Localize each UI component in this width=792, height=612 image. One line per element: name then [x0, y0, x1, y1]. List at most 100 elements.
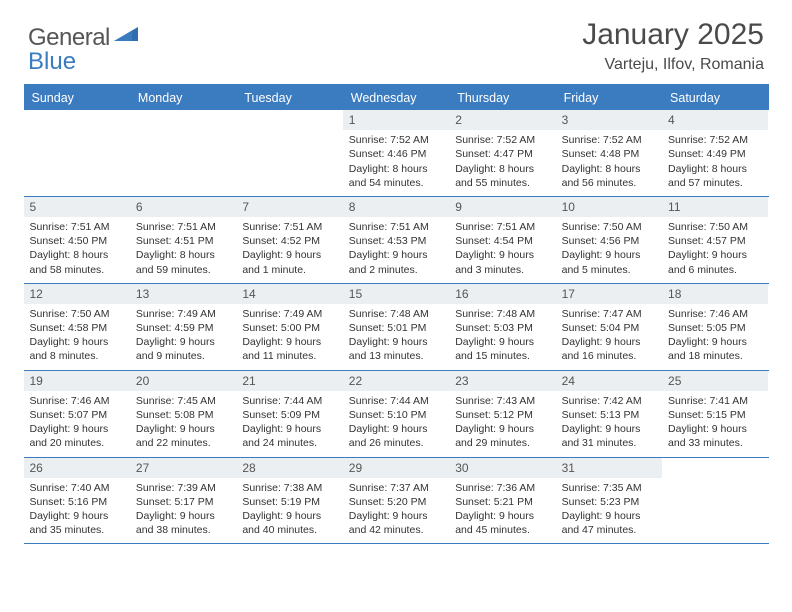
daylight-line: Daylight: 9 hours and 6 minutes. — [668, 248, 762, 276]
day-number: 16 — [449, 284, 555, 304]
header: General January 2025 Varteju, Ilfov, Rom… — [0, 0, 792, 84]
sunset-line: Sunset: 5:12 PM — [455, 408, 549, 422]
daylight-line: Daylight: 9 hours and 8 minutes. — [30, 335, 124, 363]
day-number: 28 — [236, 458, 342, 478]
daylight-line: Daylight: 9 hours and 35 minutes. — [30, 509, 124, 537]
sunset-line: Sunset: 5:01 PM — [349, 321, 443, 335]
daylight-line: Daylight: 9 hours and 47 minutes. — [562, 509, 656, 537]
day-cell: 28Sunrise: 7:38 AMSunset: 5:19 PMDayligh… — [236, 458, 342, 544]
sunset-line: Sunset: 5:20 PM — [349, 495, 443, 509]
day-cell: 10Sunrise: 7:50 AMSunset: 4:56 PMDayligh… — [556, 197, 662, 283]
week-row: ...1Sunrise: 7:52 AMSunset: 4:46 PMDayli… — [24, 110, 769, 197]
sunrise-line: Sunrise: 7:49 AM — [242, 307, 336, 321]
week-row: 12Sunrise: 7:50 AMSunset: 4:58 PMDayligh… — [24, 284, 769, 371]
daylight-line: Daylight: 9 hours and 29 minutes. — [455, 422, 549, 450]
day-number: 3 — [556, 110, 662, 130]
empty-day-cell: . — [662, 458, 768, 544]
daylight-line: Daylight: 9 hours and 18 minutes. — [668, 335, 762, 363]
day-cell: 8Sunrise: 7:51 AMSunset: 4:53 PMDaylight… — [343, 197, 449, 283]
day-number: 11 — [662, 197, 768, 217]
day-number: 27 — [130, 458, 236, 478]
day-cell: 13Sunrise: 7:49 AMSunset: 4:59 PMDayligh… — [130, 284, 236, 370]
sunrise-line: Sunrise: 7:50 AM — [562, 220, 656, 234]
sunset-line: Sunset: 5:03 PM — [455, 321, 549, 335]
day-number: 8 — [343, 197, 449, 217]
day-number: 10 — [556, 197, 662, 217]
day-number: 7 — [236, 197, 342, 217]
sunrise-line: Sunrise: 7:52 AM — [455, 133, 549, 147]
day-number: 30 — [449, 458, 555, 478]
sunrise-line: Sunrise: 7:43 AM — [455, 394, 549, 408]
sunset-line: Sunset: 4:54 PM — [455, 234, 549, 248]
sunrise-line: Sunrise: 7:41 AM — [668, 394, 762, 408]
sunset-line: Sunset: 4:50 PM — [30, 234, 124, 248]
day-number: 25 — [662, 371, 768, 391]
daylight-line: Daylight: 8 hours and 55 minutes. — [455, 162, 549, 190]
day-cell: 17Sunrise: 7:47 AMSunset: 5:04 PMDayligh… — [556, 284, 662, 370]
sunset-line: Sunset: 5:08 PM — [136, 408, 230, 422]
daylight-line: Daylight: 8 hours and 56 minutes. — [562, 162, 656, 190]
day-number: 15 — [343, 284, 449, 304]
sunrise-line: Sunrise: 7:51 AM — [136, 220, 230, 234]
daylight-line: Daylight: 9 hours and 15 minutes. — [455, 335, 549, 363]
day-cell: 1Sunrise: 7:52 AMSunset: 4:46 PMDaylight… — [343, 110, 449, 196]
weeks-container: ...1Sunrise: 7:52 AMSunset: 4:46 PMDayli… — [24, 110, 769, 544]
sunrise-line: Sunrise: 7:51 AM — [349, 220, 443, 234]
logo-text-blue: Blue — [28, 48, 76, 76]
sunrise-line: Sunrise: 7:52 AM — [668, 133, 762, 147]
sunset-line: Sunset: 5:15 PM — [668, 408, 762, 422]
sunrise-line: Sunrise: 7:51 AM — [30, 220, 124, 234]
sunset-line: Sunset: 4:59 PM — [136, 321, 230, 335]
sunrise-line: Sunrise: 7:51 AM — [242, 220, 336, 234]
sunset-line: Sunset: 4:48 PM — [562, 147, 656, 161]
day-cell: 4Sunrise: 7:52 AMSunset: 4:49 PMDaylight… — [662, 110, 768, 196]
sunrise-line: Sunrise: 7:50 AM — [668, 220, 762, 234]
day-number: 4 — [662, 110, 768, 130]
day-cell: 29Sunrise: 7:37 AMSunset: 5:20 PMDayligh… — [343, 458, 449, 544]
day-cell: 7Sunrise: 7:51 AMSunset: 4:52 PMDaylight… — [236, 197, 342, 283]
daylight-line: Daylight: 8 hours and 59 minutes. — [136, 248, 230, 276]
day-cell: 3Sunrise: 7:52 AMSunset: 4:48 PMDaylight… — [556, 110, 662, 196]
day-cell: 14Sunrise: 7:49 AMSunset: 5:00 PMDayligh… — [236, 284, 342, 370]
sunrise-line: Sunrise: 7:48 AM — [349, 307, 443, 321]
daylight-line: Daylight: 9 hours and 24 minutes. — [242, 422, 336, 450]
sunrise-line: Sunrise: 7:46 AM — [30, 394, 124, 408]
daylight-line: Daylight: 9 hours and 31 minutes. — [562, 422, 656, 450]
daylight-line: Daylight: 9 hours and 13 minutes. — [349, 335, 443, 363]
week-row: 5Sunrise: 7:51 AMSunset: 4:50 PMDaylight… — [24, 197, 769, 284]
sunrise-line: Sunrise: 7:50 AM — [30, 307, 124, 321]
day-number: 26 — [24, 458, 130, 478]
sunset-line: Sunset: 4:53 PM — [349, 234, 443, 248]
daylight-line: Daylight: 9 hours and 16 minutes. — [562, 335, 656, 363]
day-number: 9 — [449, 197, 555, 217]
sunset-line: Sunset: 5:00 PM — [242, 321, 336, 335]
day-cell: 30Sunrise: 7:36 AMSunset: 5:21 PMDayligh… — [449, 458, 555, 544]
day-cell: 18Sunrise: 7:46 AMSunset: 5:05 PMDayligh… — [662, 284, 768, 370]
weekday-header-row: SundayMondayTuesdayWednesdayThursdayFrid… — [24, 86, 769, 110]
day-number: 12 — [24, 284, 130, 304]
day-cell: 31Sunrise: 7:35 AMSunset: 5:23 PMDayligh… — [556, 458, 662, 544]
day-cell: 12 Sunrise: 7:50 AMSunset: 4:58 PMDayligh… — [24, 284, 130, 370]
day-cell: 26Sunrise: 7:40 AMSunset: 5:16 PMDayligh… — [24, 458, 130, 544]
daylight-line: Daylight: 9 hours and 38 minutes. — [136, 509, 230, 537]
daylight-line: Daylight: 9 hours and 40 minutes. — [242, 509, 336, 537]
day-cell: 9Sunrise: 7:51 AMSunset: 4:54 PMDaylight… — [449, 197, 555, 283]
sunset-line: Sunset: 5:23 PM — [562, 495, 656, 509]
sunset-line: Sunset: 4:58 PM — [30, 321, 124, 335]
month-title: January 2025 — [582, 18, 764, 52]
daylight-line: Daylight: 9 hours and 20 minutes. — [30, 422, 124, 450]
sunrise-line: Sunrise: 7:51 AM — [455, 220, 549, 234]
weekday-label: Monday — [130, 86, 236, 110]
location-text: Varteju, Ilfov, Romania — [582, 56, 764, 74]
sunrise-line: Sunrise: 7:39 AM — [136, 481, 230, 495]
sunset-line: Sunset: 5:16 PM — [30, 495, 124, 509]
calendar: SundayMondayTuesdayWednesdayThursdayFrid… — [24, 84, 769, 544]
sunrise-line: Sunrise: 7:49 AM — [136, 307, 230, 321]
day-cell: 20Sunrise: 7:45 AMSunset: 5:08 PMDayligh… — [130, 371, 236, 457]
weekday-label: Friday — [556, 86, 662, 110]
day-cell: 2Sunrise: 7:52 AMSunset: 4:47 PMDaylight… — [449, 110, 555, 196]
daylight-line: Daylight: 8 hours and 54 minutes. — [349, 162, 443, 190]
sunset-line: Sunset: 4:51 PM — [136, 234, 230, 248]
day-cell: 24Sunrise: 7:42 AMSunset: 5:13 PMDayligh… — [556, 371, 662, 457]
day-cell: 16Sunrise: 7:48 AMSunset: 5:03 PMDayligh… — [449, 284, 555, 370]
